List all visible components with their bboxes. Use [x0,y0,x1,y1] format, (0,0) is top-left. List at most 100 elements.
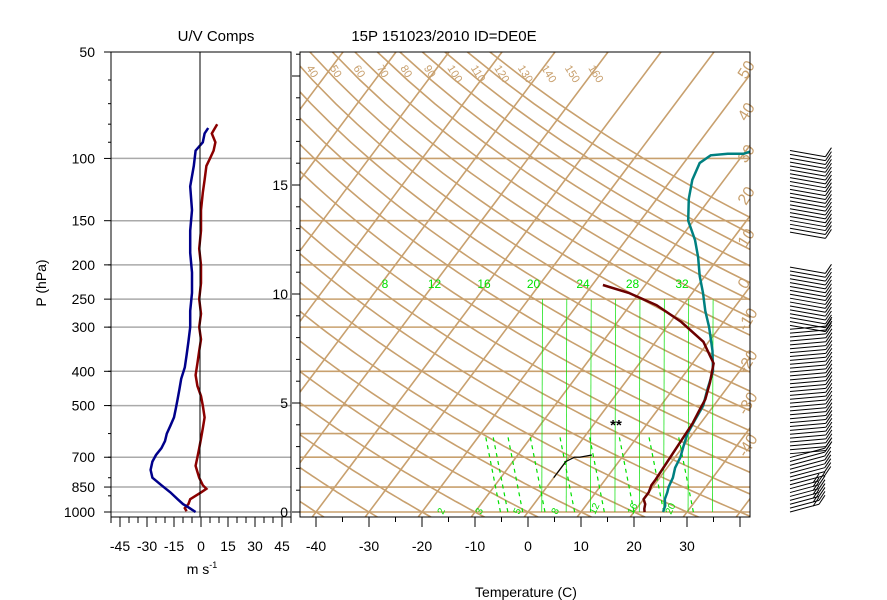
wind-barb-flag [825,340,833,350]
temperature-tick-label: -40 [306,538,326,554]
uv-x-ticks: -45 -30 -15 0 15 30 45 [110,517,292,554]
wind-barb-flag [825,217,832,227]
wind-barb-flag [824,450,832,461]
dry-adiabat-line [300,170,750,453]
wind-barb-flag [825,433,833,444]
isotherm-label: 160 [585,63,605,85]
isotherm-label: 140 [538,63,558,85]
wind-barb-flag [818,479,826,489]
dry-adiabat-line [353,52,750,319]
wind-barb [789,422,826,427]
wind-barb [789,297,826,305]
wind-barb-flag [825,186,832,196]
wind-barb [789,495,820,505]
temperature-tick-label: 20 [626,538,642,554]
uv-y-tick-label: 100 [72,150,96,166]
wind-barb-flag [825,322,832,332]
wind-barb [789,451,825,462]
u-component-line [183,123,219,512]
wind-barb-flag [824,446,832,457]
wind-barb [789,391,826,396]
isotherm-line [300,52,397,182]
uv-x-tick-label: -45 [110,538,130,554]
wind-barb [789,447,825,459]
isotherm-label: 60 [350,63,367,80]
isotherm-line [840,18,887,520]
moist-adiabat-line [491,433,509,513]
isotherm-line [300,52,609,464]
wind-barb-flag [825,267,832,278]
wind-barb [789,403,826,408]
temperature-axis-label: Temperature (C) [475,584,577,600]
uv-y-axis-label: P (hPa) [33,259,49,306]
temperature-tick-label: -10 [465,538,485,554]
dry-adiabat-line [300,197,750,474]
dry-adiabat-line [331,52,750,337]
wind-barb-flag [825,359,833,370]
wind-barb [789,274,826,282]
wind-barb-flag [825,375,833,385]
wind-barb-flag [825,355,833,366]
wind-barb [789,383,826,389]
moist-adiabat-label: 16 [626,501,641,516]
dry-adiabat-line [398,52,750,284]
wind-barb-flag [825,371,833,381]
uv-y-tick-label: 150 [72,213,96,229]
wind-barb [789,426,826,431]
wind-barb [789,270,826,278]
height-tick-label: 5 [280,395,288,411]
dry-adiabat-line [376,52,750,301]
wind-barb-flag [825,314,832,325]
wind-barb-flag [825,379,833,389]
wind-barb [789,407,826,412]
uv-y-tick-label: 250 [72,291,96,307]
uv-panel-title: U/V Comps [178,28,255,45]
isotherm-line [300,52,503,323]
moist-adiabat-label: 3 [474,506,487,516]
uv-y-ticks: 50 100 150 200 250 300 400 500 700 850 1000 [64,44,111,520]
dry-adiabat-line [488,52,750,219]
wind-barb [789,153,826,162]
wind-barb-flag [825,209,832,220]
wind-barb-flag [825,287,832,297]
moist-adiabat-line [484,433,502,513]
wind-barb-flag [825,225,832,235]
dry-adiabat-label: 0 [735,275,754,292]
moist-adiabat-label: 2 [436,506,449,516]
isotherm-label: 90 [421,63,438,80]
wind-barb [789,488,820,497]
mixing-ratio-label: 16 [477,277,491,291]
uv-x-tick-label: 15 [220,538,236,554]
dry-adiabat-line [300,90,750,393]
wind-barb [789,200,826,208]
v-component-line [149,127,210,514]
wind-barb [789,157,826,165]
dry-adiabat-line [300,116,750,412]
wind-barb-flag [824,462,832,472]
wind-barb [789,356,826,361]
wind-barb [789,165,826,173]
wind-barb [789,467,825,478]
wind-barb [789,395,826,400]
wind-barb-flag [825,295,832,305]
isotherm-line [417,73,750,517]
moist-adiabat-label: 20 [664,501,679,516]
wind-barb [789,184,826,193]
uv-y-tick-label: 300 [72,319,96,335]
wind-barb [789,169,826,177]
dry-adiabat-line [300,64,750,373]
wind-barb [789,286,826,294]
height-tick-label: 15 [272,177,288,193]
temperature-tick-label: -20 [412,538,432,554]
wind-barb [789,266,826,274]
wind-barb-flag [818,475,826,486]
wind-barb [789,181,826,189]
wind-barb-flag [818,494,826,505]
isotherm-line [523,214,750,517]
wind-barb [789,376,826,381]
wind-barb-flag [825,271,832,282]
wind-barb-flag [825,221,832,231]
wind-barb [789,411,826,416]
wind-barb-flag [825,414,833,424]
moist-adiabat-label: 5 [512,506,525,516]
